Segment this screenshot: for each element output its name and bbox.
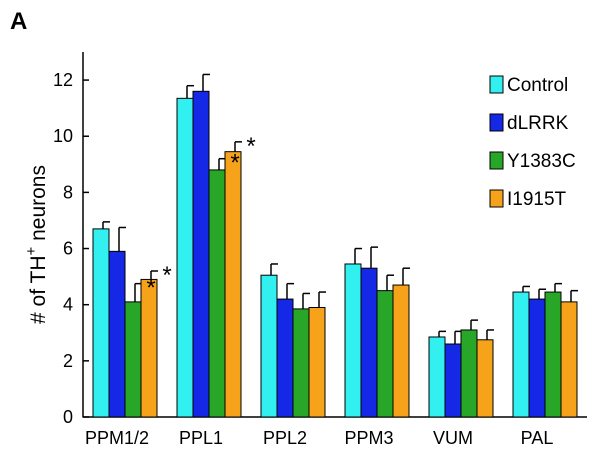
significance-asterisk: * [230, 150, 239, 177]
bar-i1915t [308, 307, 326, 418]
legend-swatch-control [489, 75, 504, 94]
x-tick-label: PPL2 [263, 428, 307, 448]
x-tick-label: PPM1/2 [85, 428, 149, 448]
bar-control [512, 291, 530, 418]
bar-y1383c [208, 169, 226, 418]
x-tick-label: PAL [521, 428, 554, 448]
bar-i1915t [392, 284, 410, 418]
bar-i1915t [476, 339, 494, 418]
bar-i1915t [140, 278, 158, 418]
y-tick-label: 10 [53, 126, 73, 146]
bar-dlrrk [528, 298, 546, 418]
y-tick-label: 4 [63, 295, 73, 315]
legend-label: Control [507, 75, 568, 96]
bar-dlrrk [276, 298, 294, 418]
significance-asterisk: * [162, 262, 171, 289]
bar-control [428, 336, 446, 418]
legend-label: I1915T [507, 189, 567, 210]
bar-control [260, 274, 278, 418]
significance-asterisk: * [146, 275, 155, 302]
legend-label: dLRRK [507, 113, 569, 134]
bar-dlrrk [192, 90, 210, 418]
bar-y1383c [460, 329, 478, 418]
y-tick-label: 6 [63, 239, 73, 259]
legend-swatch-dlrrk [489, 113, 504, 132]
bar-control [92, 228, 110, 418]
y-tick-label: 8 [63, 182, 73, 202]
panel-label: A [10, 8, 28, 35]
bar-dlrrk [360, 267, 378, 418]
y-tick-label: 12 [53, 70, 73, 90]
bar-y1383c [124, 301, 142, 418]
y-axis-label-main: # of TH [27, 256, 50, 324]
bar-y1383c [544, 291, 562, 418]
x-tick-label: PPL1 [179, 428, 223, 448]
bar-y1383c [292, 308, 310, 418]
legend-swatch-i1915t [489, 189, 504, 208]
bar-y1383c [376, 290, 394, 418]
significance-asterisk: * [246, 133, 255, 160]
bar-control [344, 263, 362, 418]
bar-i1915t [224, 151, 242, 418]
x-tick-label: PPM3 [344, 428, 393, 448]
legend-swatch-y1383c [489, 151, 504, 170]
y-tick-label: 0 [63, 407, 73, 427]
legend-label: Y1383C [507, 151, 576, 172]
y-axis-label: # of TH+ neurons [23, 165, 50, 324]
y-axis-label-suffix: neurons [27, 165, 50, 247]
y-axis-label-superscript: + [23, 247, 40, 256]
y-tick-label: 2 [63, 351, 73, 371]
bar-control [176, 97, 194, 418]
bar-i1915t [560, 301, 578, 418]
x-tick-label: VUM [433, 428, 473, 448]
bar-dlrrk [108, 250, 126, 418]
bar-dlrrk [444, 343, 462, 418]
